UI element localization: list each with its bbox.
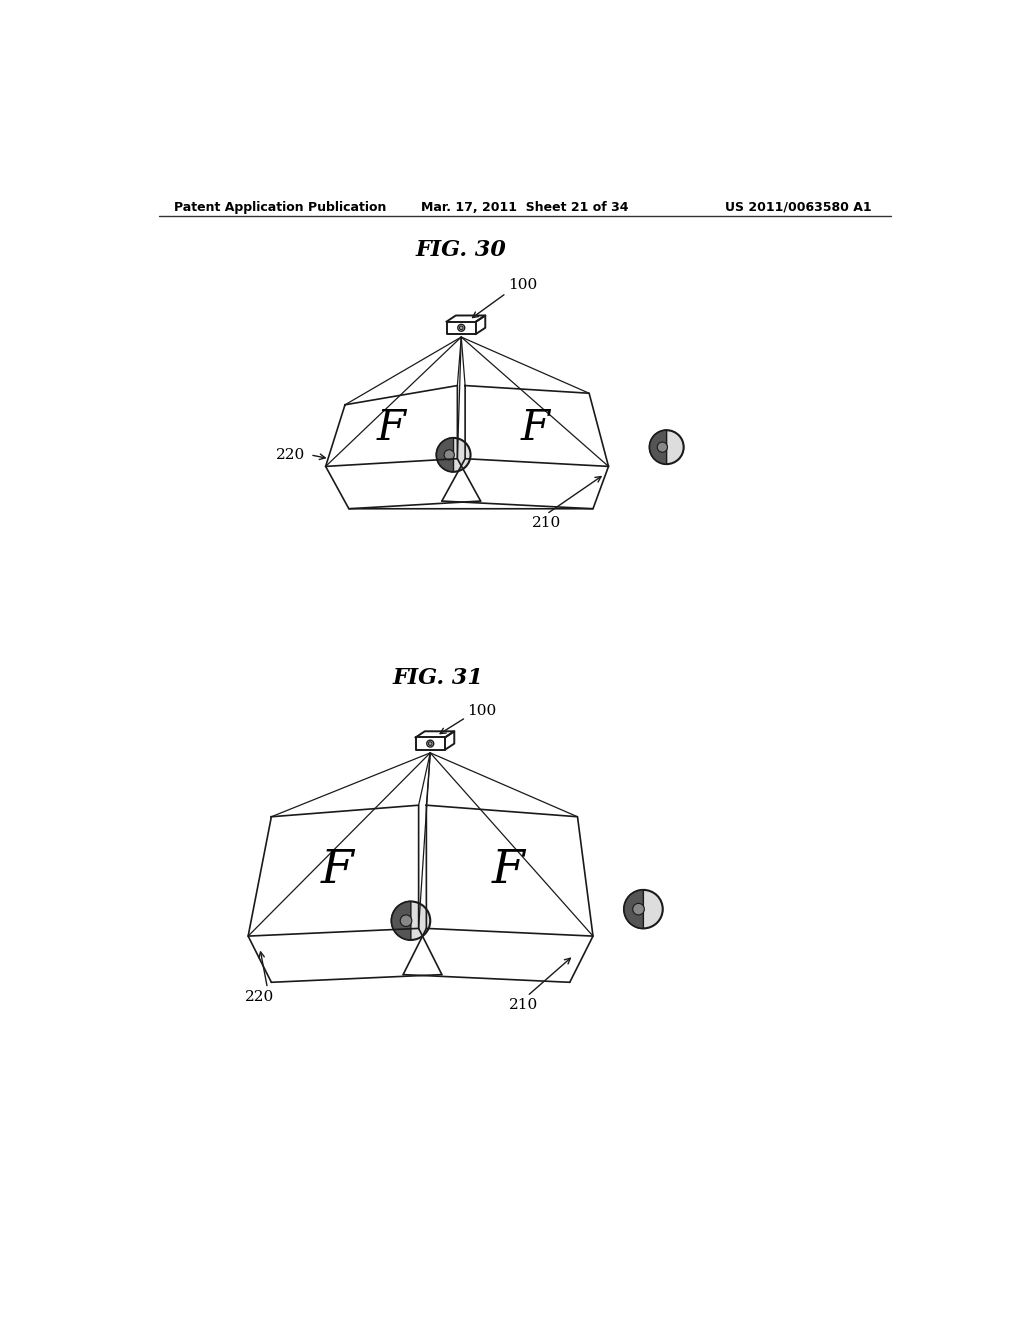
Circle shape bbox=[633, 903, 644, 915]
Text: US 2011/0063580 A1: US 2011/0063580 A1 bbox=[725, 201, 872, 214]
Text: FIG. 31: FIG. 31 bbox=[392, 667, 483, 689]
Wedge shape bbox=[649, 430, 667, 465]
Circle shape bbox=[436, 438, 471, 471]
Text: 100: 100 bbox=[508, 277, 537, 292]
Circle shape bbox=[428, 742, 432, 746]
Text: Patent Application Publication: Patent Application Publication bbox=[174, 201, 387, 214]
Circle shape bbox=[444, 450, 455, 459]
Circle shape bbox=[657, 442, 668, 453]
Text: 210: 210 bbox=[509, 998, 538, 1011]
Circle shape bbox=[649, 430, 684, 465]
Wedge shape bbox=[436, 438, 454, 471]
Text: F: F bbox=[520, 407, 549, 449]
Text: 210: 210 bbox=[531, 516, 561, 531]
Circle shape bbox=[460, 326, 463, 330]
Text: 220: 220 bbox=[245, 990, 274, 1005]
Wedge shape bbox=[391, 902, 411, 940]
Text: 100: 100 bbox=[467, 704, 497, 718]
Circle shape bbox=[624, 890, 663, 928]
Text: F: F bbox=[492, 847, 524, 894]
Text: F: F bbox=[321, 847, 353, 894]
Circle shape bbox=[400, 915, 412, 927]
Text: F: F bbox=[377, 407, 406, 449]
Text: FIG. 30: FIG. 30 bbox=[416, 239, 507, 261]
Text: Mar. 17, 2011  Sheet 21 of 34: Mar. 17, 2011 Sheet 21 of 34 bbox=[421, 201, 629, 214]
Circle shape bbox=[391, 902, 430, 940]
Text: 220: 220 bbox=[275, 447, 305, 462]
Wedge shape bbox=[624, 890, 643, 928]
